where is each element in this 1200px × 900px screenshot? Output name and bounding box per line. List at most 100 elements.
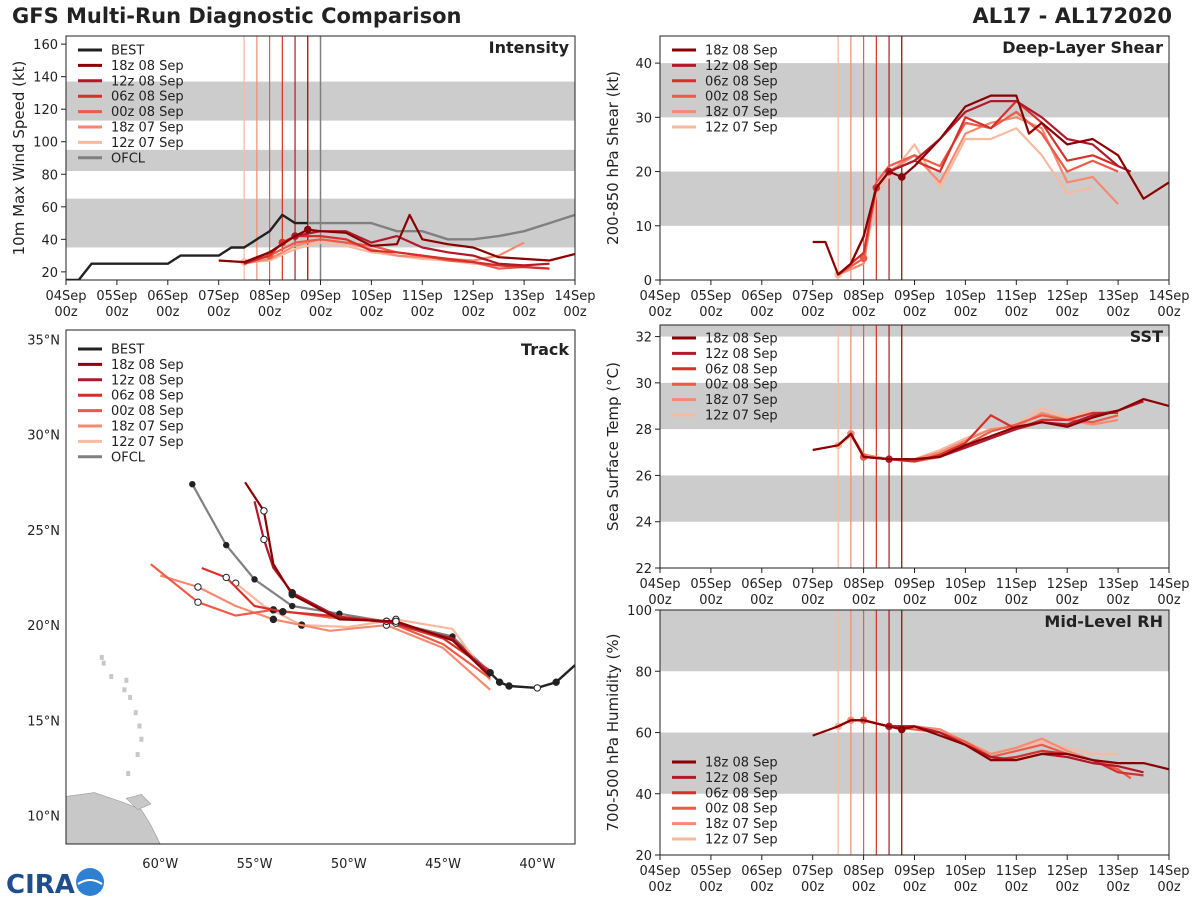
track-ofcl-point xyxy=(336,610,343,617)
track-run-1 xyxy=(253,501,491,676)
sst-ytick-label: 32 xyxy=(635,331,652,346)
sst-band-0 xyxy=(660,475,1169,522)
shear-xtick-hour: 00z xyxy=(699,305,723,320)
storm-id: AL17 - AL172020 xyxy=(972,4,1173,28)
intensity-xtick-hour: 00z xyxy=(105,305,129,320)
sst-xtick-hour: 00z xyxy=(1005,593,1029,608)
rh-xtick-day: 06Sep xyxy=(741,864,782,879)
intensity-xtick-hour: 00z xyxy=(258,305,282,320)
sst-xtick-hour: 00z xyxy=(699,593,723,608)
intensity-xtick-day: 11Sep xyxy=(402,289,443,304)
intensity-xtick-day: 07Sep xyxy=(198,289,239,304)
intensity-xtick-day: 06Sep xyxy=(147,289,188,304)
track-plot-area xyxy=(66,481,575,844)
intensity-legend-label: 12z 07 Sep xyxy=(111,136,184,151)
sst-series-0 xyxy=(812,398,1169,461)
track-title: Track xyxy=(521,340,569,359)
intensity-legend-label: 06z 08 Sep xyxy=(111,90,184,105)
shear-legend-label: 12z 08 Sep xyxy=(705,59,778,74)
track-best-point xyxy=(533,684,541,692)
shear-xtick-hour: 00z xyxy=(1005,305,1029,320)
track-best xyxy=(489,664,575,690)
rh-plot-area xyxy=(812,716,1169,780)
intensity-panel: 2040608010012014016004Sep00z05Sep00z06Se… xyxy=(10,35,596,320)
track-run-2 xyxy=(201,566,491,672)
sst-xtick-day: 08Sep xyxy=(843,577,884,592)
intensity-xtick-day: 09Sep xyxy=(300,289,341,304)
track-lon-label: 50°W xyxy=(331,857,367,872)
intensity-xtick-day: 08Sep xyxy=(249,289,290,304)
intensity-plot-area xyxy=(66,213,575,280)
rh-band-1 xyxy=(660,610,1169,672)
sst-panel: 22242628303204Sep00z05Sep00z06Sep00z07Se… xyxy=(604,324,1190,608)
track-run-point xyxy=(392,617,400,625)
sst-ytick-label: 30 xyxy=(635,377,652,392)
shear-xtick-day: 13Sep xyxy=(1098,289,1139,304)
island xyxy=(137,723,142,729)
track-legend-label: 18z 08 Sep xyxy=(111,358,184,373)
sst-legend-label: 06z 08 Sep xyxy=(705,362,778,377)
rh-title: Mid-Level RH xyxy=(1044,612,1163,631)
intensity-ytick-label: 160 xyxy=(33,38,58,53)
track-run-point xyxy=(194,598,202,606)
rh-ytick-label: 40 xyxy=(635,788,652,803)
shear-xtick-day: 09Sep xyxy=(894,289,935,304)
intensity-legend-label: OFCL xyxy=(111,151,146,166)
island xyxy=(135,752,140,758)
intensity-xtick-day: 14Sep xyxy=(554,289,595,304)
shear-xtick-hour: 00z xyxy=(954,305,978,320)
rh-band-0 xyxy=(660,732,1169,794)
track-lon-label: 60°W xyxy=(142,857,178,872)
rh-xtick-hour: 00z xyxy=(699,880,723,895)
track-legend-label: 06z 08 Sep xyxy=(111,389,184,404)
track-best-point xyxy=(505,682,513,690)
intensity-xtick-hour: 00z xyxy=(54,305,78,320)
rh-xtick-day: 08Sep xyxy=(843,864,884,879)
track-legend-label: 12z 08 Sep xyxy=(111,373,184,388)
sst-xtick-day: 14Sep xyxy=(1148,577,1189,592)
shear-init-point-0 xyxy=(897,173,906,181)
sst-xtick-day: 07Sep xyxy=(792,577,833,592)
intensity-xtick-hour: 00z xyxy=(563,305,587,320)
intensity-xtick-hour: 00z xyxy=(360,305,384,320)
track-legend-label: 00z 08 Sep xyxy=(111,404,184,419)
shear-xtick-day: 14Sep xyxy=(1148,289,1189,304)
shear-ytick-label: 0 xyxy=(644,274,652,289)
rh-xtick-day: 13Sep xyxy=(1098,864,1139,879)
track-lon-label: 55°W xyxy=(237,857,273,872)
cira-logo: CIRA xyxy=(6,868,104,900)
intensity-series-ofcl xyxy=(307,213,575,241)
track-run-point xyxy=(288,590,296,599)
shear-xtick-day: 11Sep xyxy=(996,289,1037,304)
shear-xtick-hour: 00z xyxy=(852,305,876,320)
island xyxy=(124,677,129,683)
track-run-5 xyxy=(235,582,492,681)
track-run-point xyxy=(279,608,287,616)
shear-legend-label: 18z 07 Sep xyxy=(705,105,778,120)
sst-ylabel: Sea Surface Temp (°C) xyxy=(604,362,622,531)
track-lat-label: 20°N xyxy=(27,619,60,634)
track-lat-label: 30°N xyxy=(27,429,60,444)
land-mass-1 xyxy=(125,794,152,811)
sst-xtick-day: 12Sep xyxy=(1047,577,1088,592)
intensity-ylabel: 10m Max Wind Speed (kt) xyxy=(10,61,28,256)
island xyxy=(99,654,104,660)
intensity-xtick-hour: 00z xyxy=(309,305,333,320)
intensity-xtick-hour: 00z xyxy=(207,305,231,320)
sst-title: SST xyxy=(1130,327,1163,346)
sst-xtick-day: 05Sep xyxy=(690,577,731,592)
rh-xtick-day: 09Sep xyxy=(894,864,935,879)
intensity-xtick-hour: 00z xyxy=(156,305,180,320)
intensity-ytick-label: 80 xyxy=(41,168,58,183)
island xyxy=(126,771,131,777)
shear-ylabel: 200-850 hPa Shear (kt) xyxy=(604,71,622,245)
cira-logo-text: CIRA xyxy=(6,870,75,900)
shear-plot-area xyxy=(812,94,1169,279)
shear-legend-label: 12z 07 Sep xyxy=(705,121,778,136)
rh-xtick-hour: 00z xyxy=(1157,880,1181,895)
track-run-point xyxy=(260,507,268,515)
track-ofcl-point xyxy=(289,602,296,610)
shear-ytick-label: 40 xyxy=(635,57,652,72)
sst-xtick-hour: 00z xyxy=(801,593,825,608)
